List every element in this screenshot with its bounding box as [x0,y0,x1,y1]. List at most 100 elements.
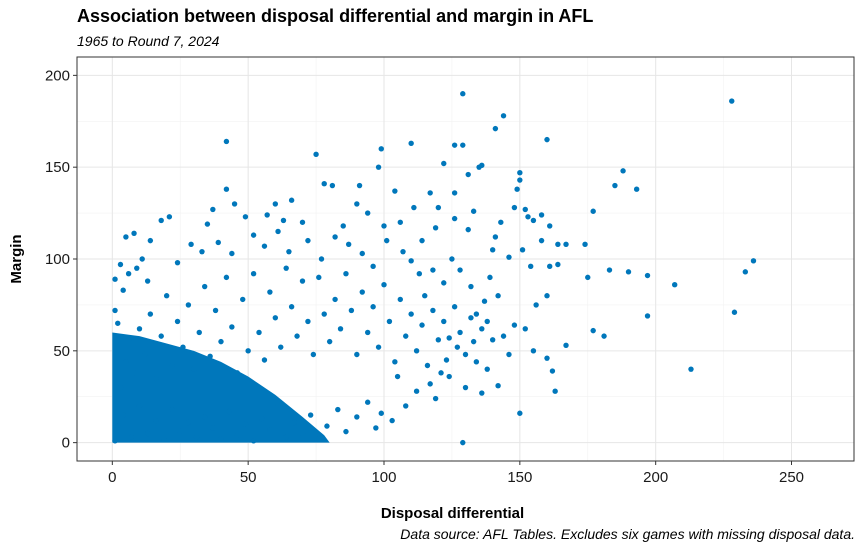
data-point [506,351,512,358]
data-point [340,223,346,229]
data-point [196,329,202,336]
data-point [644,272,651,279]
data-point [218,338,224,345]
data-point [128,434,135,440]
data-point [547,263,553,270]
data-point [492,125,499,132]
x-axis-ticks: 0 50 100 150 200 250 [108,461,804,486]
data-point [364,329,371,336]
data-point [528,263,534,270]
data-point [272,201,279,207]
data-point [460,91,466,97]
data-point [120,287,126,293]
data-point [373,425,379,431]
data-point [280,217,287,224]
data-point [688,366,694,372]
x-tick-label: 50 [240,469,257,486]
data-point [403,333,409,339]
data-point [112,307,118,314]
data-point [731,309,738,315]
data-point [161,436,167,442]
data-point [470,208,477,214]
data-point [356,182,363,189]
data-point [275,228,281,235]
data-point [517,169,523,176]
data-point [158,333,164,339]
data-point [112,276,118,282]
data-point [272,315,279,321]
data-point [139,256,145,262]
data-point [495,293,501,299]
data-point [229,250,235,257]
data-point [549,368,556,374]
data-point [435,204,442,211]
data-point [671,282,678,288]
data-point [207,353,213,360]
data-point [538,212,545,218]
data-point [278,344,284,350]
data-point [234,432,240,438]
data-point [286,248,292,255]
data-point [117,261,124,268]
data-point [386,318,393,325]
data-point [223,186,230,192]
data-point [590,327,596,334]
data-point [354,414,360,420]
data-point [131,370,137,376]
data-point [250,270,257,277]
data-point [378,410,384,416]
data-point [250,232,257,238]
data-point [201,414,208,420]
data-point [500,333,507,339]
data-points [112,91,757,446]
data-point [313,151,319,158]
data-point [479,326,485,332]
data-point [359,289,365,295]
data-point [601,333,607,339]
data-point [153,417,159,424]
data-point [522,326,528,332]
y-tick-label: 50 [53,343,70,360]
data-point [318,256,325,262]
data-point [147,237,154,244]
data-point [123,234,129,240]
data-point [158,217,164,224]
data-point [120,412,126,418]
data-point [180,344,186,350]
data-point [419,322,425,328]
data-point [267,289,273,295]
data-point [517,410,523,416]
data-point [364,210,371,216]
data-point [473,359,480,365]
data-point [204,221,211,227]
data-point [231,201,238,207]
data-point [438,370,444,376]
data-point [400,248,406,255]
data-point [229,324,235,330]
data-point [446,373,452,380]
data-point [432,395,439,402]
x-tick-label: 200 [643,469,668,486]
data-point [218,436,224,442]
data-point [563,241,569,248]
x-axis-label: Disposal differential [381,505,524,522]
data-point [487,274,493,281]
data-point [316,274,322,281]
data-point [234,370,240,376]
data-point [125,270,132,277]
data-point [115,320,121,326]
data-point [348,307,355,314]
data-point [544,293,550,299]
data-point [191,366,197,372]
data-point [606,267,613,273]
data-point [185,302,192,308]
data-point [408,258,414,264]
data-point [166,214,173,220]
data-point [590,208,596,214]
data-point [435,337,442,343]
data-point [226,408,232,415]
data-point [375,344,382,350]
data-point [620,168,626,174]
chart-title: Association between disposal differentia… [77,6,594,26]
data-point [585,274,591,281]
